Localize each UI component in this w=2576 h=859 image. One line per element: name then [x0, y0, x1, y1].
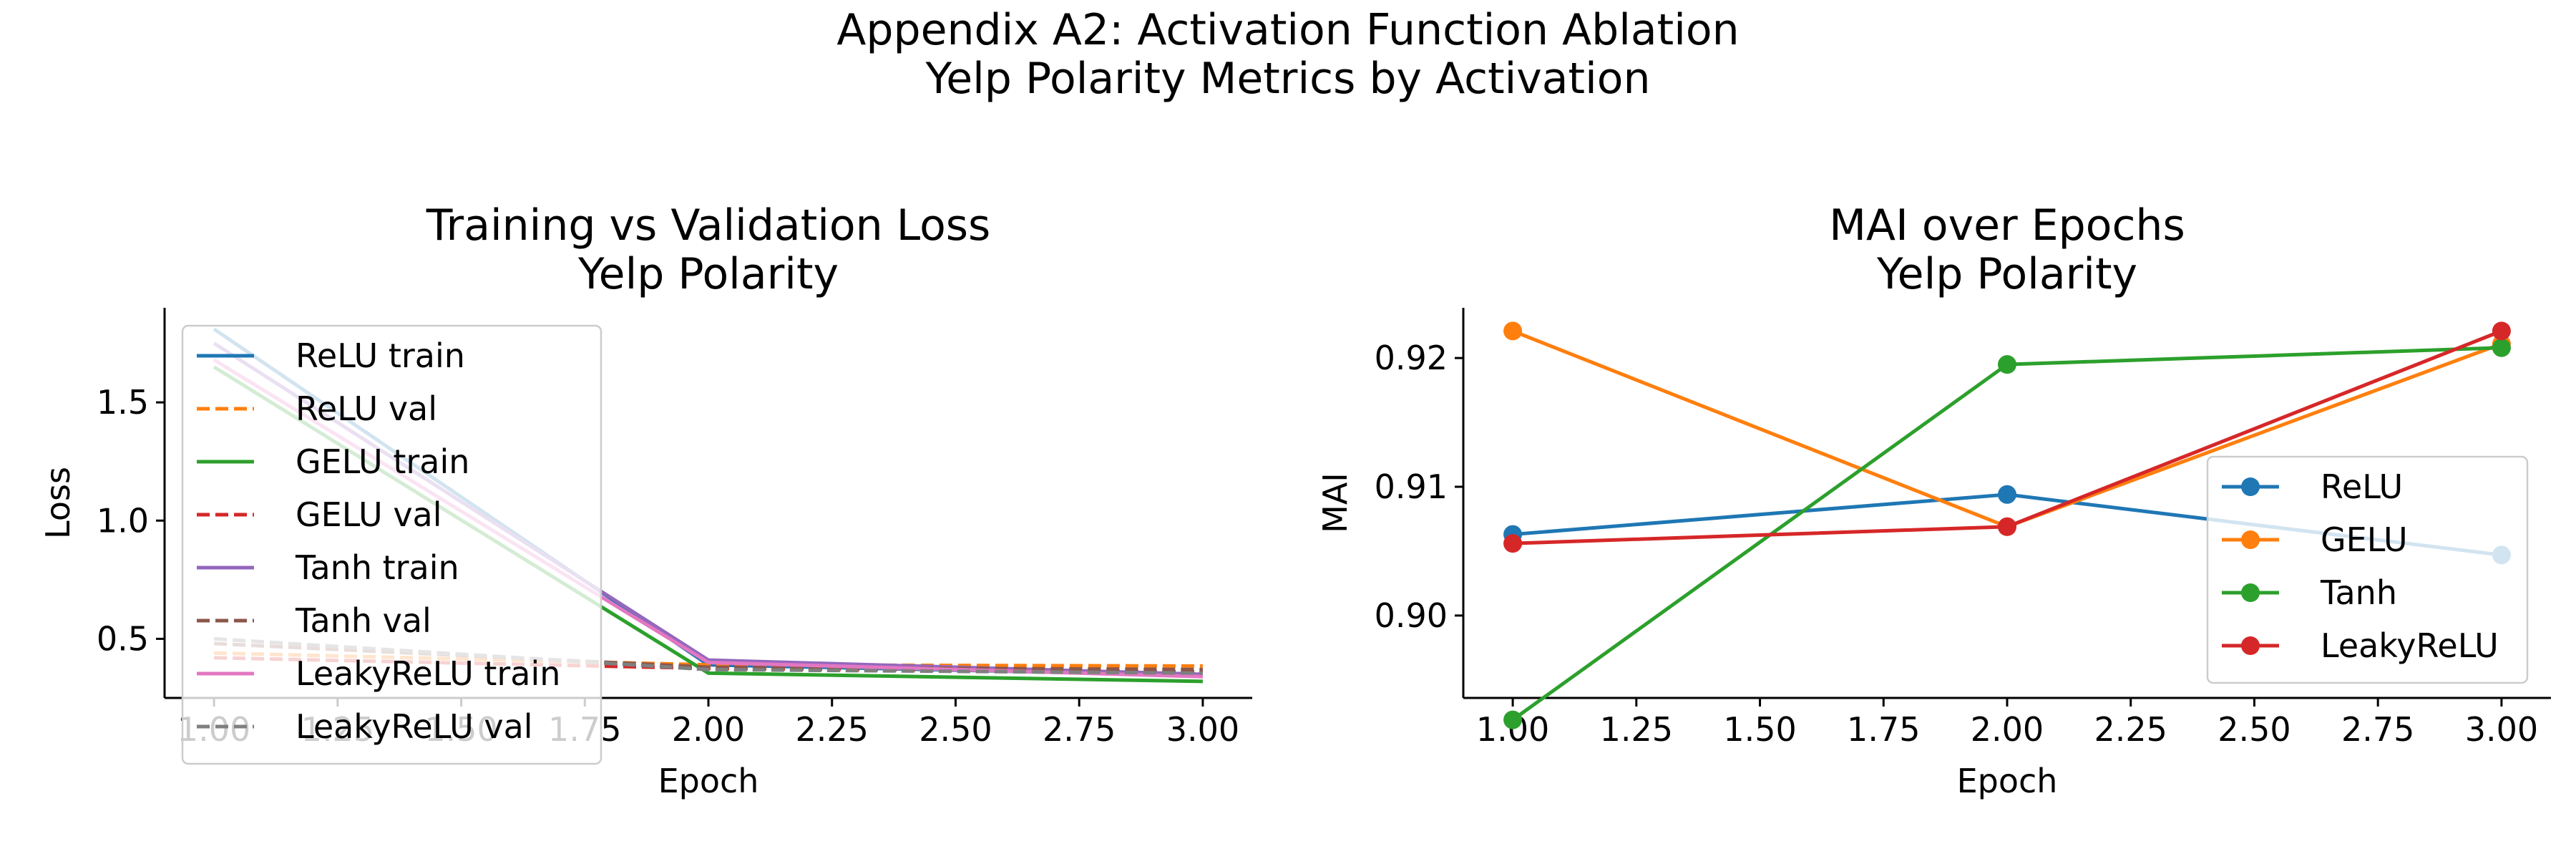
mai-point-tanh	[1998, 355, 2016, 374]
mai-legend: ReLU GELU Tanh LeakyReLU	[2206, 455, 2529, 684]
mai-point-leakyrelu	[1503, 534, 1523, 553]
mai-x-axis-label: Epoch	[1957, 762, 2058, 800]
mai-point-leakyrelu	[2492, 321, 2511, 341]
mai-point-tanh	[2492, 338, 2511, 357]
loss-chart-title-1: Training vs Validation Loss	[426, 200, 991, 251]
mai-chart-title-2: Yelp Polarity	[1876, 249, 2137, 299]
mai-legend-marker	[2241, 636, 2260, 655]
loss-x-tick-label: 2.50	[919, 710, 992, 749]
mai-y-tick-label: 0.91	[1375, 467, 1448, 506]
mai-y-tick-label: 0.90	[1375, 596, 1448, 635]
loss-legend-label: ReLU train	[296, 336, 465, 375]
mai-legend-box	[2206, 455, 2529, 684]
mai-legend-marker	[2241, 477, 2260, 496]
loss-x-tick-label: 3.00	[1166, 710, 1239, 749]
loss-y-tick-label: 1.5	[97, 383, 149, 422]
loss-legend-label: LeakyReLU train	[296, 654, 560, 693]
mai-legend-marker	[2241, 530, 2260, 549]
loss-x-tick-label: 2.75	[1043, 710, 1116, 749]
loss-legend-label: GELU train	[296, 442, 469, 481]
mai-x-tick-label: 1.25	[1600, 710, 1673, 749]
mai-point-leakyrelu	[1998, 517, 2016, 536]
loss-x-axis-label: Epoch	[658, 762, 759, 800]
mai-legend-marker	[2241, 583, 2260, 602]
loss-x-tick-label: 2.00	[672, 710, 745, 749]
mai-legend-label: Tanh	[2320, 573, 2397, 612]
suptitle-line-2: Yelp Polarity Metrics by Activation	[925, 54, 1651, 104]
loss-legend-label: ReLU val	[296, 389, 437, 428]
mai-point-relu	[1998, 485, 2016, 504]
mai-x-tick-label: 1.50	[1723, 710, 1796, 749]
loss-y-tick-label: 0.5	[97, 619, 149, 658]
loss-legend-label: GELU val	[296, 495, 442, 534]
loss-legend-box	[181, 324, 602, 765]
loss-legend: ReLU train ReLU val GELU train GELU val Tanh…	[181, 324, 602, 765]
mai-x-tick-label: 3.00	[2465, 710, 2538, 749]
loss-y-axis-label: Loss	[39, 467, 77, 539]
loss-legend-label: Tanh val	[295, 601, 431, 640]
mai-y-tick-label: 0.92	[1375, 339, 1448, 377]
mai-chart-title-1: MAI over Epochs	[1829, 200, 2185, 251]
mai-x-tick-label: 2.25	[2094, 710, 2167, 749]
loss-legend-label: Tanh train	[295, 548, 459, 587]
mai-legend-label: LeakyReLU	[2321, 626, 2499, 665]
suptitle-line-1: Appendix A2: Activation Function Ablatio…	[836, 5, 1739, 55]
loss-chart-title-2: Yelp Polarity	[577, 249, 839, 299]
loss-series-tanh-val	[213, 641, 1203, 671]
mai-point-tanh	[1503, 710, 1523, 729]
mai-x-tick-label: 1.75	[1847, 710, 1920, 749]
mai-legend-label: GELU	[2321, 520, 2408, 559]
loss-series-relu-val	[214, 651, 1203, 668]
mai-point-gelu	[1503, 321, 1523, 341]
mai-legend-label: ReLU	[2321, 467, 2403, 506]
mai-x-tick-label: 2.50	[2218, 710, 2290, 749]
mai-x-tick-label: 2.75	[2341, 710, 2414, 749]
mai-y-axis-label: MAI	[1316, 472, 1355, 533]
loss-series-leakyrelu-val	[213, 636, 1203, 675]
mai-x-tick-label: 2.00	[1971, 710, 2044, 749]
loss-y-tick-label: 1.0	[97, 501, 149, 540]
loss-legend-label: LeakyReLU val	[296, 707, 533, 746]
loss-x-tick-label: 2.25	[796, 710, 869, 749]
